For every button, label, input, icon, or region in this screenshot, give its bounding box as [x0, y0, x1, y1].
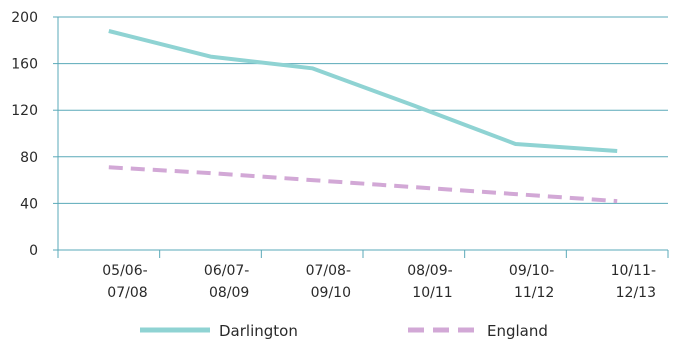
legend: Darlington England — [140, 322, 548, 340]
x-tick-label-5: 10/11-12/13 — [611, 263, 656, 301]
y-tick-label-160: 160 — [11, 57, 38, 73]
point-darlington-0 — [107, 29, 111, 33]
y-tick-label-0: 0 — [29, 243, 38, 259]
x-axis-tick-labels: 05/06-07/08 06/07-08/09 07/08-09/10 08/09-1… — [102, 263, 656, 301]
point-darlington-5 — [615, 149, 619, 153]
point-england-5 — [615, 199, 619, 203]
y-tick-label-80: 80 — [20, 150, 38, 166]
grid-lines — [58, 16, 668, 204]
point-darlington-3 — [412, 104, 416, 108]
series-lines — [107, 29, 619, 204]
series-line-darlington — [108, 29, 618, 153]
legend-label-england: England — [487, 322, 548, 340]
x-tick-label-1: 06/07-08/09 — [204, 263, 249, 301]
x-tick-label-4: 09/10-11/12 — [509, 263, 554, 301]
point-darlington-4 — [514, 142, 518, 146]
point-england-1 — [209, 171, 213, 175]
point-england-0 — [107, 165, 111, 169]
axes — [53, 16, 669, 258]
y-axis-tick-labels: 0 40 80 120 160 200 — [11, 10, 38, 259]
point-darlington-1 — [209, 55, 213, 59]
y-tick-label-40: 40 — [20, 196, 38, 212]
series-line-england — [108, 165, 618, 204]
x-tick-label-0: 05/06-07/08 — [102, 263, 147, 301]
y-tick-label-120: 120 — [11, 103, 38, 119]
y-tick-label-200: 200 — [11, 10, 38, 26]
point-england-4 — [514, 192, 518, 196]
point-england-2 — [310, 178, 314, 182]
x-tick-label-3: 08/09-10/11 — [407, 263, 452, 301]
point-darlington-2 — [310, 66, 314, 70]
legend-label-darlington: Darlington — [219, 322, 298, 340]
x-tick-label-2: 07/08-09/10 — [306, 263, 351, 301]
point-england-3 — [412, 185, 416, 189]
